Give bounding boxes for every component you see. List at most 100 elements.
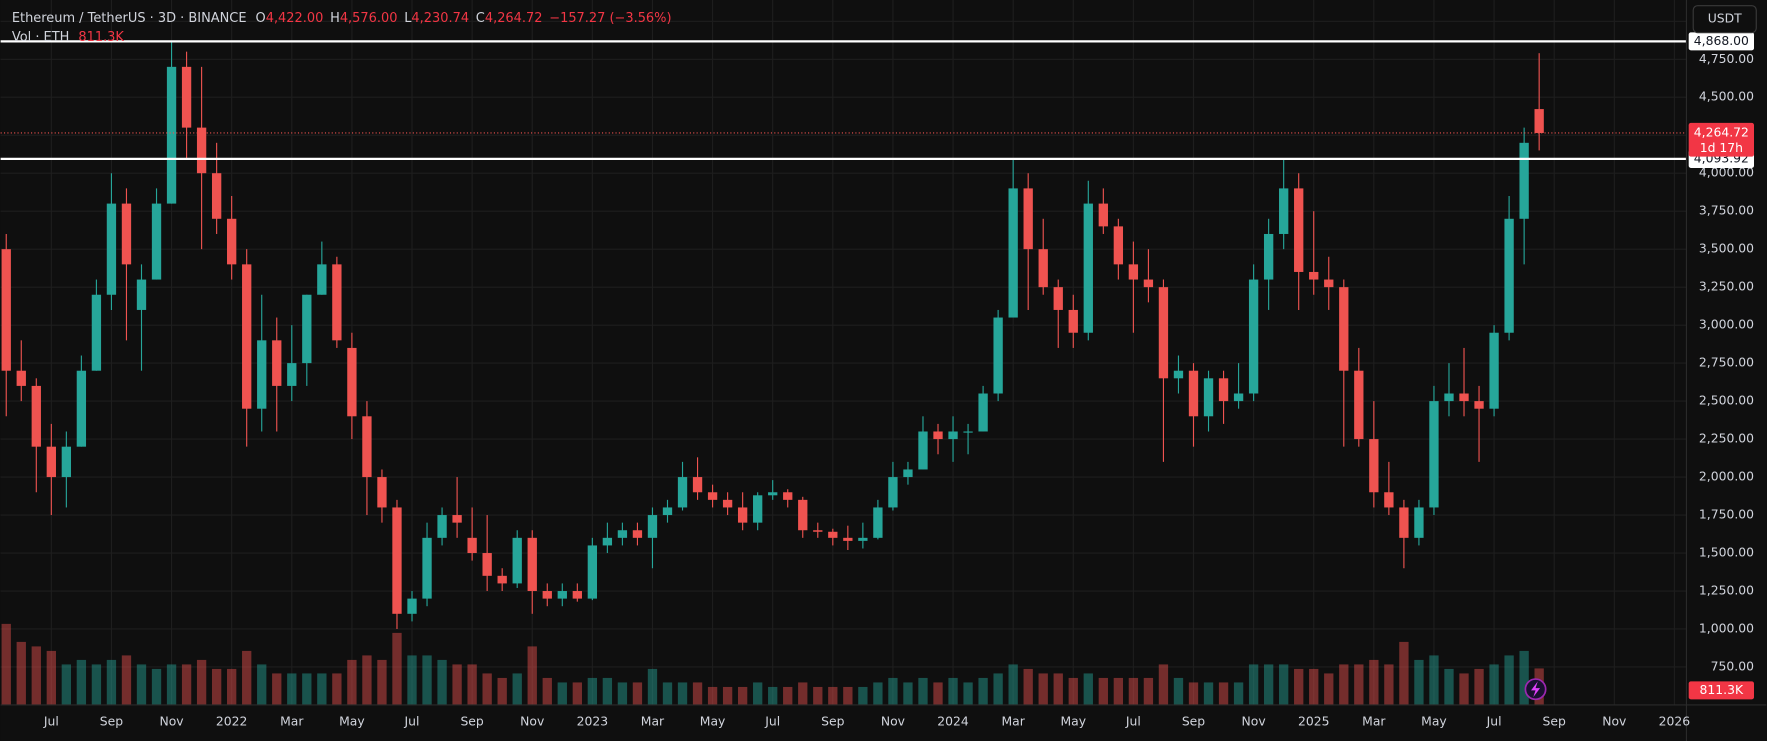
volume-bar: [1188, 682, 1199, 705]
currency-button[interactable]: [1692, 5, 1757, 34]
volume-bar: [963, 682, 973, 705]
candle-body: [31, 385, 41, 447]
candle-body: [76, 370, 87, 447]
volume-bar: [302, 673, 312, 705]
candle-body: [1444, 393, 1454, 402]
volume-bar: [136, 664, 147, 705]
volume-bar: [1444, 668, 1454, 705]
volume-bar: [211, 668, 222, 705]
volume-bar: [1519, 650, 1529, 705]
volume-bar: [91, 664, 102, 705]
candle-body: [242, 264, 252, 409]
x-tick-label: Mar: [280, 714, 304, 728]
candle-body: [843, 537, 853, 541]
candle-body: [978, 393, 988, 432]
volume-bar: [798, 682, 808, 705]
volume-bar: [362, 655, 372, 705]
x-tick-label: Sep: [100, 714, 123, 728]
y-tick-label: 1,250.00: [1699, 584, 1754, 598]
volume-bar: [1309, 668, 1319, 705]
candle-body: [632, 530, 643, 538]
volume-bar: [1128, 677, 1139, 705]
o-value: 4,422.00: [266, 11, 324, 26]
candle-body: [677, 477, 688, 508]
y-tick-label: 1,750.00: [1699, 508, 1754, 522]
candle-body: [1008, 188, 1018, 318]
candle-body: [1083, 203, 1093, 333]
candle-body: [903, 469, 913, 478]
volume-bar: [377, 659, 387, 705]
candle-body: [557, 591, 567, 599]
volume-bar: [587, 677, 598, 705]
candle-body: [617, 530, 628, 538]
candle-body: [753, 495, 763, 523]
volume-bar: [1038, 673, 1048, 705]
candle-body: [302, 294, 312, 364]
volume-bar: [692, 682, 703, 705]
l-label: L: [404, 11, 412, 26]
level-tag: [1688, 32, 1755, 51]
level-tag-label: 4,868.00: [1694, 34, 1749, 48]
x-tick-label: May: [339, 714, 365, 728]
currency-button-label[interactable]: USDT: [1708, 12, 1742, 26]
volume-bar: [888, 677, 898, 705]
volume-bar: [783, 686, 793, 705]
volume-bar: [1429, 655, 1439, 705]
candle-body: [737, 507, 748, 523]
volume-bar: [31, 646, 41, 705]
x-tick-label: 2024: [937, 714, 969, 728]
c-label: C: [476, 11, 485, 26]
volume-bar: [843, 686, 853, 705]
lightning-glyph: [1531, 681, 1541, 698]
volume-bar: [557, 682, 567, 705]
volume-bar: [948, 677, 958, 705]
x-tick-label: Jul: [404, 714, 420, 728]
volume-bar: [272, 673, 282, 705]
candle-body: [993, 317, 1003, 394]
x-tick-label: Nov: [159, 714, 183, 728]
candle-body: [1459, 393, 1469, 402]
volume-bar: [632, 682, 643, 705]
x-tick-label: Jul: [1486, 714, 1502, 728]
candle-body: [46, 446, 56, 478]
y-tick-label: 750.00: [1711, 659, 1754, 673]
volume-bar: [1369, 659, 1379, 705]
candle-body: [1474, 401, 1484, 409]
volume-bar: [1384, 664, 1394, 705]
y-tick-label: 2,750.00: [1699, 356, 1754, 370]
volume-bar: [467, 664, 477, 705]
y-tick-label: 2,250.00: [1699, 432, 1754, 446]
grid: [0, 0, 1687, 705]
volume-bar: [1504, 655, 1514, 705]
candle-body: [768, 492, 778, 496]
volume-bar: [407, 655, 417, 705]
candle-body: [1399, 507, 1409, 538]
volume-header: Vol · ETH 811.3K: [12, 30, 125, 45]
x-tick-label: Nov: [1602, 714, 1626, 728]
candle-body: [1504, 218, 1514, 333]
volume-bar: [1324, 673, 1334, 705]
candle-body: [347, 347, 357, 417]
volume-bar: [347, 659, 357, 705]
x-tick-label: Jul: [764, 714, 780, 728]
candle-body: [1068, 309, 1078, 333]
o-label: O: [256, 11, 266, 26]
candle-body: [196, 127, 207, 174]
candle-body: [332, 264, 342, 341]
candle-layer: [1, 41, 1544, 629]
volume-bar: [512, 673, 522, 705]
c-value: 4,264.72: [485, 11, 543, 26]
candle-body: [572, 591, 582, 599]
candle-body: [707, 492, 718, 500]
candle-body: [647, 515, 658, 538]
x-tick-label: Mar: [641, 714, 665, 728]
volume-bar: [1248, 664, 1259, 705]
symbol: Ethereum / TetherUS · 3D · BINANCE: [12, 11, 247, 26]
candle-body: [422, 537, 432, 599]
candle-body: [722, 499, 733, 508]
candle-body: [1038, 249, 1048, 288]
volume-bar: [1354, 664, 1364, 705]
volume-bar: [542, 677, 552, 705]
candle-body: [151, 203, 162, 280]
candle-body: [317, 264, 327, 295]
